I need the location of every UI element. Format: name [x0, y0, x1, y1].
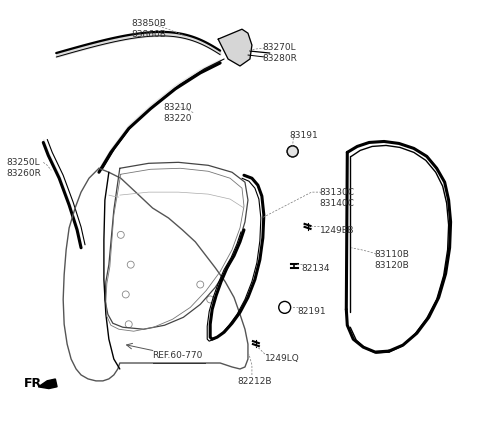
FancyArrow shape: [38, 379, 57, 388]
Circle shape: [287, 146, 298, 157]
Text: 82134: 82134: [301, 264, 330, 273]
Text: 82191: 82191: [298, 307, 326, 316]
Text: FR.: FR.: [24, 377, 47, 390]
Circle shape: [197, 281, 204, 288]
Text: 83850B
83860B: 83850B 83860B: [131, 19, 166, 39]
Text: 83110B
83120B: 83110B 83120B: [374, 250, 409, 270]
Polygon shape: [218, 29, 252, 66]
Text: 82212B: 82212B: [238, 377, 272, 386]
Circle shape: [279, 301, 291, 313]
Circle shape: [122, 291, 129, 298]
Text: 83210
83220: 83210 83220: [164, 103, 192, 123]
Text: REF.60-770: REF.60-770: [153, 351, 203, 360]
Text: 83130C
83140C: 83130C 83140C: [320, 188, 354, 208]
Text: 83191: 83191: [289, 131, 318, 139]
Circle shape: [287, 146, 298, 157]
Text: 83270L
83280R: 83270L 83280R: [263, 43, 298, 63]
Circle shape: [207, 296, 214, 303]
Text: 1249EB: 1249EB: [320, 226, 354, 235]
Circle shape: [127, 261, 134, 268]
Circle shape: [125, 321, 132, 328]
Text: 83250L
83260R: 83250L 83260R: [7, 158, 41, 179]
Text: 1249LQ: 1249LQ: [265, 354, 300, 363]
Circle shape: [117, 232, 124, 238]
